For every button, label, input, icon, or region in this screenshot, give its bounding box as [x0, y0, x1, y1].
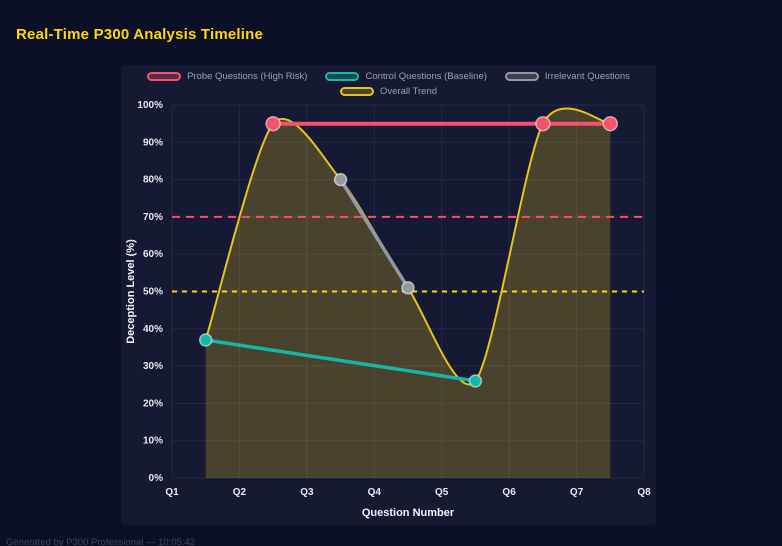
x-tick-label: Q7: [570, 487, 584, 498]
y-tick-label: 100%: [137, 101, 163, 111]
legend-label-trend: Overall Trend: [379, 86, 438, 97]
footer-note: Generated by P300 Professional — 10:05:4…: [6, 537, 196, 546]
legend-row-top: Probe Questions (High Risk) Control Ques…: [121, 71, 656, 82]
p300-timeline-chart: 0% 10% 20% 30% 40% 50% 60% 70% 80% 90% 100% Q1 Q2 Q3 Q…: [125, 101, 651, 519]
legend-item-irrelevant-questions[interactable]: Irrelevant Questions: [504, 71, 630, 82]
y-tick-label: 60%: [143, 249, 163, 260]
y-tick-label: 30%: [143, 361, 163, 372]
x-tick-label: Q2: [233, 487, 247, 498]
legend-label-irrelevant: Irrelevant Questions: [544, 71, 630, 82]
legend-label-control: Control Questions (Baseline): [365, 71, 487, 82]
legend-row-bottom: Overall Trend: [121, 86, 656, 97]
legend-swatch-trend-icon: [339, 87, 374, 96]
y-tick-label: 80%: [143, 175, 163, 186]
x-tick-label: Q6: [502, 487, 516, 498]
chart-panel: Probe Questions (High Risk) Control Ques…: [121, 65, 656, 525]
x-tick-label: Q5: [435, 487, 449, 498]
y-tick-label: 50%: [143, 287, 163, 298]
y-tick-label: 90%: [143, 137, 163, 148]
series-line: [203, 338, 478, 383]
y-tick-label: 20%: [143, 398, 163, 409]
page-title: Real-Time P300 Analysis Timeline: [16, 26, 264, 43]
x-tick-label: Q4: [368, 487, 382, 498]
y-tick-label: 70%: [143, 212, 163, 223]
legend-label-probe: Probe Questions (High Risk): [187, 71, 308, 82]
chart-legend: Probe Questions (High Risk) Control Ques…: [121, 71, 656, 97]
legend-item-probe-questions[interactable]: Probe Questions (High Risk): [147, 71, 307, 82]
data-point[interactable]: [333, 172, 348, 187]
legend-item-overall-trend[interactable]: Overall Trend: [339, 86, 438, 97]
legend-swatch-probe-icon: [147, 72, 182, 81]
series-line: [338, 177, 410, 290]
y-tick-label: 40%: [143, 324, 163, 335]
x-axis-title: Question Number: [362, 507, 455, 519]
x-tick-label: Q1: [165, 487, 179, 498]
data-point[interactable]: [468, 374, 483, 388]
data-point[interactable]: [401, 281, 415, 295]
legend-swatch-control-icon: [325, 72, 360, 81]
data-point[interactable]: [535, 115, 551, 132]
data-point[interactable]: [265, 115, 281, 132]
x-tick-label: Q8: [637, 487, 651, 498]
data-point[interactable]: [602, 115, 619, 132]
y-axis-title: Deception Level (%): [125, 239, 137, 344]
y-tick-label: 0%: [149, 473, 164, 484]
y-tick-label: 10%: [143, 436, 163, 447]
data-point[interactable]: [198, 333, 213, 347]
x-tick-label: Q3: [300, 487, 314, 498]
legend-swatch-irrelevant-icon: [504, 72, 539, 81]
legend-item-control-questions[interactable]: Control Questions (Baseline): [325, 71, 487, 82]
